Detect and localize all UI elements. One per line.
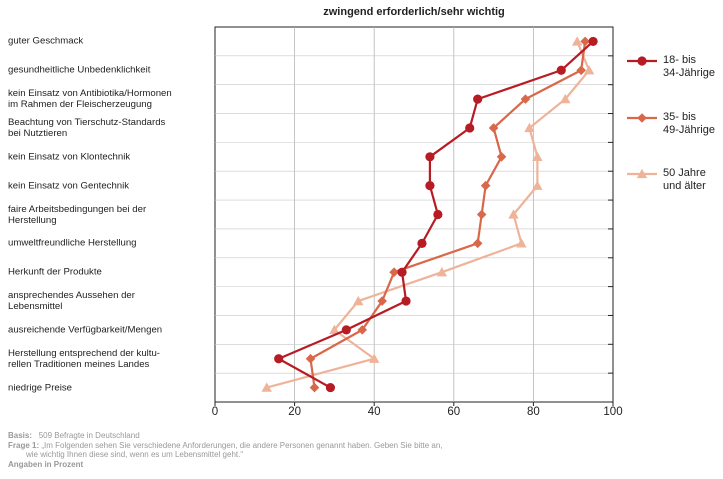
data-point xyxy=(560,93,571,104)
series-line xyxy=(309,41,587,388)
legend-label: 18- bis 34-Jährige xyxy=(663,54,715,79)
data-point xyxy=(329,324,340,335)
x-tick-label: 80 xyxy=(526,406,540,418)
category-label: ansprechendes Aussehen der Lebensmittel xyxy=(8,290,135,313)
category-label: faire Arbeitsbedingungen bei der Herstel… xyxy=(8,203,147,226)
category-label: kein Einsatz von Gentechnik xyxy=(8,180,130,192)
data-point xyxy=(576,65,586,76)
legend-label: 35- bis 49-Jährige xyxy=(663,111,715,136)
data-point xyxy=(496,152,507,162)
category-label: gesundheitliche Unbedenklichkeit xyxy=(8,64,151,76)
x-tick-label: 100 xyxy=(603,406,623,418)
footer-angaben: Angaben in Prozent xyxy=(8,460,84,469)
data-point xyxy=(465,123,475,133)
data-point xyxy=(433,209,443,220)
data-point xyxy=(397,267,407,277)
data-point xyxy=(425,152,435,162)
data-point xyxy=(520,94,531,104)
category-label: ausreichende Verfügbarkeit/Mengen xyxy=(8,324,163,336)
data-point xyxy=(389,267,399,277)
x-tick-label: 40 xyxy=(367,406,381,418)
data-point xyxy=(309,382,320,393)
category-label: niedrige Preise xyxy=(8,382,72,394)
x-tick-label: 20 xyxy=(288,406,301,418)
x-tick-label: 0 xyxy=(211,406,219,418)
category-label: kein Einsatz von Klontechnik xyxy=(8,151,131,163)
category-label: Herkunft der Produkte xyxy=(8,266,102,278)
footer-frage: Frage 1: „Im Folgenden sehen Sie verschi… xyxy=(8,441,443,450)
footer-basis: Basis: 509 Befragte in Deutschland xyxy=(8,431,140,440)
data-point xyxy=(436,266,448,277)
data-point xyxy=(532,151,543,161)
data-point xyxy=(472,238,483,249)
category-label: kein Einsatz von Antibiotika/Hormonen im… xyxy=(8,88,172,111)
data-point xyxy=(369,353,380,363)
data-point xyxy=(473,94,483,104)
data-point xyxy=(556,65,566,75)
data-point xyxy=(425,181,435,191)
data-point xyxy=(580,36,590,47)
legend-marker xyxy=(636,168,648,179)
data-point xyxy=(588,36,598,47)
data-point xyxy=(261,382,272,392)
data-point xyxy=(353,295,364,306)
data-point xyxy=(476,209,487,220)
data-point xyxy=(325,382,336,393)
series-line xyxy=(266,41,591,389)
category-label: umweltfreundliche Herstellung xyxy=(8,237,137,249)
x-tick-label: 60 xyxy=(447,406,461,418)
legend-label: 50 Jahre und älter xyxy=(663,167,706,192)
data-point xyxy=(401,296,411,306)
category-label: Beachtung von Tierschutz-Standards bei N… xyxy=(8,116,166,139)
data-point xyxy=(480,180,491,191)
legend-marker xyxy=(637,56,647,66)
category-label: Herstellung entsprechend der kultu- rell… xyxy=(8,347,160,370)
data-point xyxy=(305,353,316,364)
data-point xyxy=(571,36,583,46)
data-point xyxy=(488,123,499,133)
data-point xyxy=(583,65,595,75)
category-label: guter Geschmack xyxy=(8,35,84,47)
data-point xyxy=(274,354,284,364)
legend-marker xyxy=(637,113,647,123)
plot-frame xyxy=(214,26,614,403)
data-point xyxy=(532,180,543,190)
data-point xyxy=(377,296,387,306)
data-point xyxy=(341,325,351,335)
data-point xyxy=(524,122,535,133)
footer-frage-cont: wie wichtig Ihnen diese sind, wenn es um… xyxy=(26,450,244,459)
data-point xyxy=(357,325,368,335)
data-point xyxy=(417,238,427,248)
chart-title: zwingend erforderlich/sehr wichtig xyxy=(323,6,505,18)
data-point xyxy=(516,238,527,248)
data-point xyxy=(508,209,519,219)
